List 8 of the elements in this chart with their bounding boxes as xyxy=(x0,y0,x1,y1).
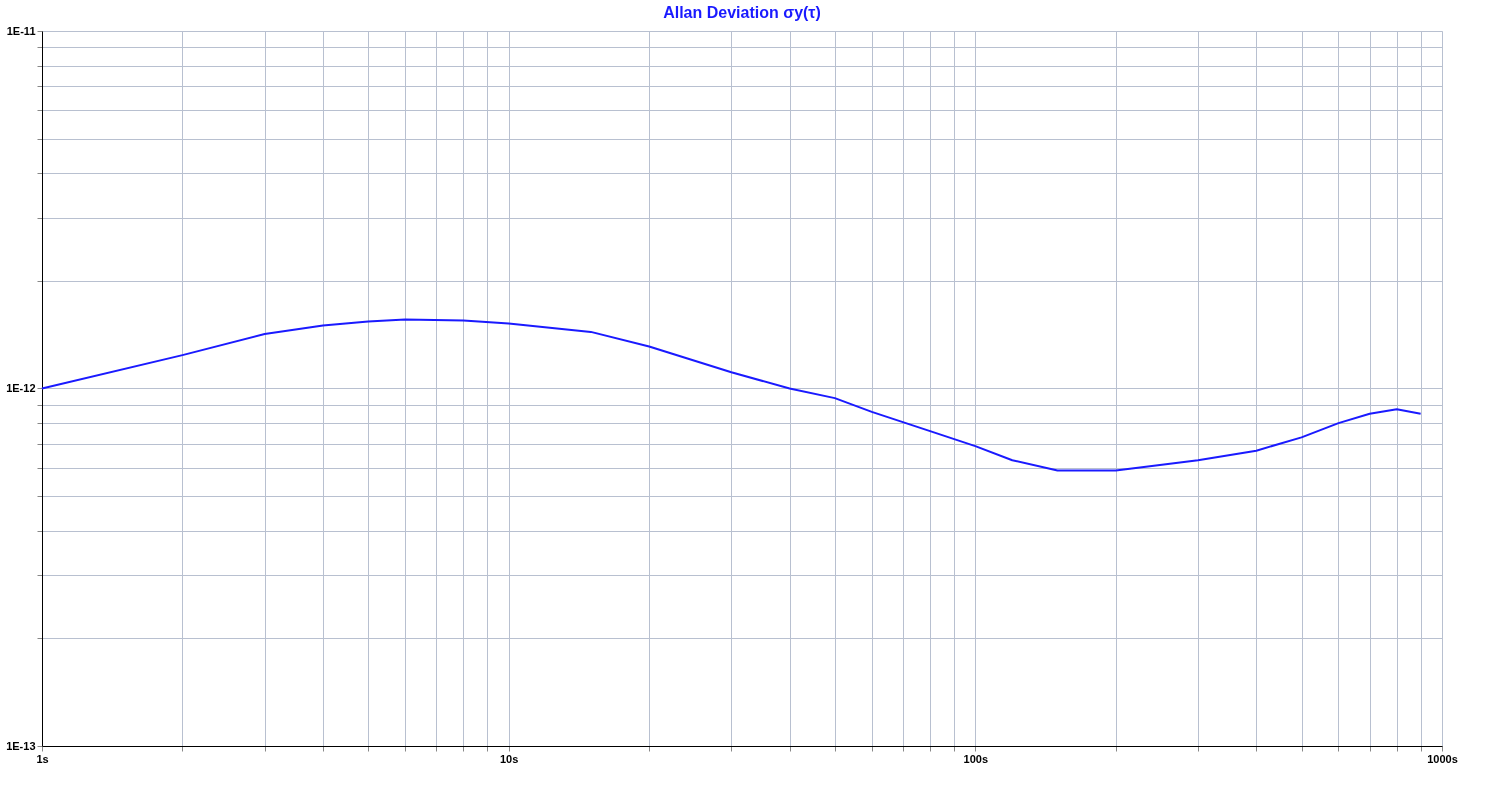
x-tick-label: 100s xyxy=(963,752,989,765)
x-tick-label: 1s xyxy=(36,752,49,765)
y-tick-label: 1E-13 xyxy=(6,739,36,752)
x-tick-label: 1000s xyxy=(1427,752,1458,765)
chart-title: Allan Deviation σy(τ) xyxy=(663,4,821,21)
y-tick-label: 1E-11 xyxy=(6,24,36,37)
y-tick-label: 1E-12 xyxy=(6,382,36,394)
x-tick-label: 10s xyxy=(499,752,519,765)
